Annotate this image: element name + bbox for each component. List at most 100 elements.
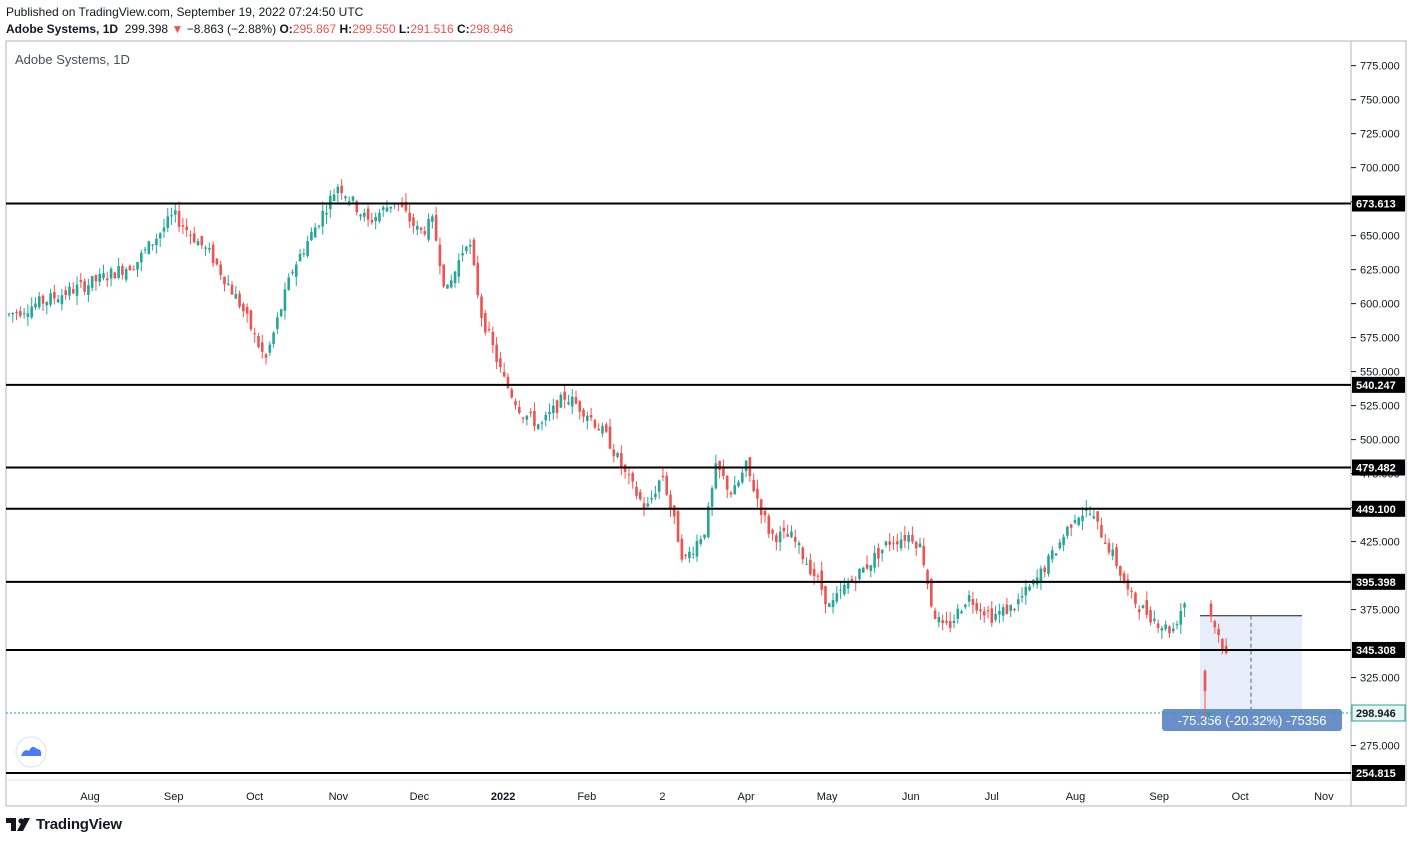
candle	[276, 317, 279, 329]
candle	[480, 296, 483, 318]
candle	[347, 201, 351, 203]
candle	[487, 328, 491, 331]
candle	[472, 239, 476, 265]
candle	[238, 293, 241, 307]
candle	[1088, 513, 1092, 515]
open-label: O:	[279, 22, 293, 36]
candle	[279, 309, 283, 317]
candle	[1107, 543, 1111, 553]
y-tick-label: 650.000	[1360, 231, 1400, 243]
candle	[699, 539, 703, 544]
candle	[1062, 536, 1065, 546]
candle	[979, 609, 982, 612]
close-label: C:	[456, 22, 470, 36]
candle	[907, 534, 910, 542]
candle	[1024, 586, 1028, 596]
candle	[540, 422, 544, 424]
candle	[604, 424, 608, 432]
candle	[669, 494, 672, 508]
candle	[884, 541, 888, 546]
candle	[192, 233, 196, 243]
y-tick-label: 375.000	[1360, 605, 1400, 617]
level-label-box	[1352, 573, 1405, 590]
candle	[230, 284, 234, 295]
candle	[998, 611, 1001, 615]
candle	[1047, 555, 1050, 575]
candle	[1009, 604, 1012, 611]
candle	[1209, 603, 1213, 617]
candle	[419, 227, 423, 230]
candle	[941, 620, 944, 624]
candle	[1028, 586, 1031, 591]
candle	[1100, 525, 1103, 538]
candle	[121, 266, 124, 275]
candle	[412, 217, 415, 227]
candle	[302, 253, 306, 255]
candle	[922, 545, 926, 565]
candle	[597, 428, 600, 431]
candle	[483, 313, 487, 333]
candle	[310, 232, 313, 241]
candle	[158, 233, 162, 239]
candle	[22, 313, 26, 315]
candle	[797, 542, 801, 546]
candle	[219, 264, 222, 275]
candle	[744, 460, 748, 472]
measure-label-box	[1162, 709, 1342, 731]
candle	[1058, 542, 1062, 549]
candle	[1054, 553, 1058, 556]
candle	[763, 510, 767, 516]
candle	[722, 468, 725, 477]
candle	[911, 534, 914, 542]
candle	[578, 401, 582, 412]
y-tick-label: 500.000	[1360, 435, 1400, 447]
candle	[964, 604, 967, 608]
candle	[896, 541, 899, 545]
candle	[960, 611, 963, 614]
candle	[132, 269, 136, 271]
candle	[223, 276, 226, 285]
candle	[631, 473, 634, 482]
tradingview-brand[interactable]: TradingView	[6, 816, 122, 833]
x-tick-label: Nov	[1314, 791, 1334, 803]
level-label-box	[1352, 459, 1405, 476]
candle	[287, 277, 291, 290]
candle	[298, 253, 302, 262]
candle	[707, 506, 710, 538]
candle	[518, 407, 521, 413]
candle	[880, 549, 884, 554]
candle	[971, 599, 975, 605]
candle	[1066, 526, 1069, 536]
candle	[563, 391, 566, 400]
candle	[400, 204, 404, 207]
candle	[242, 304, 245, 312]
candle	[344, 196, 347, 199]
close-value: 298.946	[469, 22, 514, 36]
candle	[136, 261, 139, 270]
candle	[1020, 596, 1024, 598]
y-tick-label: 700.000	[1360, 163, 1400, 175]
candle	[888, 541, 892, 545]
candle	[26, 313, 30, 317]
candle	[174, 210, 177, 215]
candle	[782, 527, 786, 532]
candle	[1016, 599, 1020, 605]
candle	[283, 289, 287, 311]
candle	[1092, 516, 1096, 519]
candle	[94, 275, 98, 282]
level-label-box	[1352, 765, 1405, 781]
candle	[359, 214, 362, 217]
candle	[423, 231, 427, 235]
symbol-title: Adobe Systems, 1D	[6, 22, 119, 36]
candle	[994, 614, 997, 620]
candle	[567, 402, 570, 405]
candle	[381, 207, 385, 210]
candle	[684, 554, 687, 556]
candle	[544, 414, 548, 421]
candle	[899, 539, 903, 549]
candle	[627, 474, 631, 476]
candle	[827, 603, 831, 608]
candle	[933, 610, 937, 619]
candle	[427, 219, 430, 240]
